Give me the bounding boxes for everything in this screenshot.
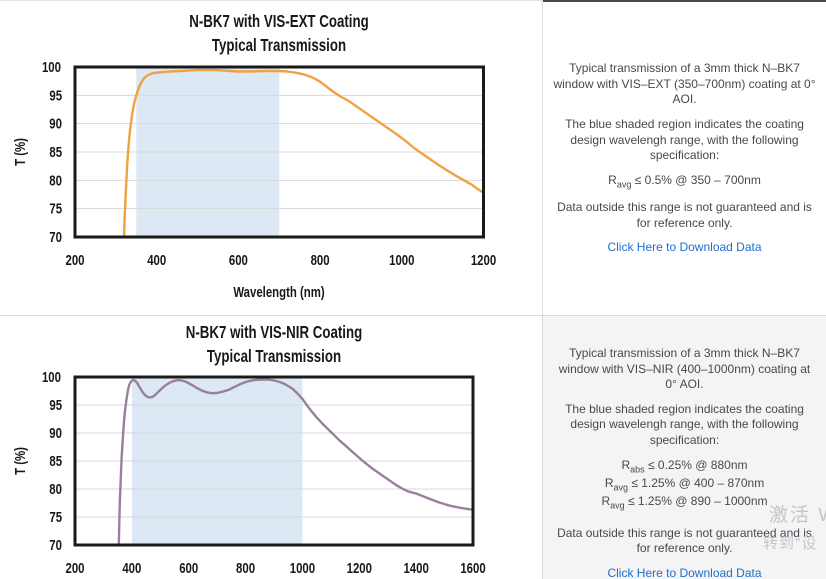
spec-base: R — [621, 457, 631, 472]
y-axis-label: T (%) — [11, 447, 28, 475]
svg-text:75: 75 — [49, 508, 62, 525]
spec-list: Rabs ≤ 0.25% @ 880nm Ravg ≤ 1.25% @ 400 … — [553, 458, 816, 512]
spec-base: R — [608, 172, 617, 187]
panel-shaded-note: The blue shaded region indicates the coa… — [565, 117, 804, 163]
svg-text:200: 200 — [65, 559, 84, 576]
svg-text:100: 100 — [42, 58, 61, 75]
svg-text:400: 400 — [147, 251, 166, 268]
gridlines — [75, 94, 484, 210]
svg-text:1200: 1200 — [347, 559, 372, 576]
download-data-link[interactable]: Click Here to Download Data — [607, 240, 762, 255]
svg-text:95: 95 — [49, 396, 62, 413]
chart-vis-nir: N-BK7 with VIS-NIR Coating Typical Trans… — [0, 316, 543, 579]
chart-subtitle: Typical Transmission — [212, 36, 346, 55]
y-tick-labels: 70 75 80 85 90 95 100 — [42, 58, 63, 245]
chart-title: N-BK7 with VIS-EXT Coating — [189, 12, 368, 31]
svg-text:1600: 1600 — [460, 559, 485, 576]
svg-text:T (%): T (%) — [11, 138, 28, 166]
plot-border — [73, 375, 475, 547]
panel-intro: Typical transmission of a 3mm thick N–BK… — [558, 346, 811, 392]
spec-line: Rabs ≤ 0.25% @ 880nm — [553, 458, 816, 476]
svg-text:85: 85 — [49, 452, 62, 469]
svg-text:600: 600 — [229, 251, 248, 268]
svg-text:1000: 1000 — [389, 251, 414, 268]
svg-text:800: 800 — [311, 251, 330, 268]
svg-text:90: 90 — [49, 424, 62, 441]
info-panel-vis-nir: Typical transmission of a 3mm thick N–BK… — [543, 316, 826, 579]
curve — [121, 68, 485, 239]
spec-value: ≤ 0.5% @ 350 – 700nm — [631, 172, 761, 187]
panel-shaded-note: The blue shaded region indicates the coa… — [565, 401, 804, 447]
panel-intro: Typical transmission of a 3mm thick N–BK… — [553, 61, 816, 107]
download-data-link[interactable]: Click Here to Download Data — [607, 565, 762, 579]
panel-outside-note: Data outside this range is not guarantee… — [557, 525, 812, 556]
svg-text:80: 80 — [49, 172, 62, 189]
vis-ext-transmission-chart: N-BK7 with VIS-EXT Coating Typical Trans… — [11, 12, 496, 300]
svg-text:70: 70 — [49, 536, 62, 553]
svg-text:200: 200 — [65, 251, 84, 268]
spec-subscript: avg — [610, 500, 625, 511]
chart-vis-ext: N-BK7 with VIS-EXT Coating Typical Trans… — [0, 0, 543, 315]
svg-text:80: 80 — [49, 480, 62, 497]
spec-subscript: avg — [616, 179, 632, 190]
chart-subtitle: Typical Transmission — [207, 347, 341, 366]
svg-text:1400: 1400 — [403, 559, 428, 576]
spec-list: Ravg ≤ 0.5% @ 350 – 700nm — [553, 173, 816, 191]
spec-base: R — [604, 475, 614, 490]
svg-text:T (%): T (%) — [11, 447, 28, 475]
y-tick-labels: 70 75 80 85 90 95 100 — [42, 368, 63, 553]
info-panel-vis-ext: Typical transmission of a 3mm thick N–BK… — [543, 0, 826, 315]
x-axis-label: Wavelength (nm) — [233, 283, 324, 300]
svg-text:75: 75 — [49, 200, 62, 217]
spec-value: ≤ 1.25% @ 400 – 870nm — [628, 475, 765, 490]
chart-title: N-BK7 with VIS-NIR Coating — [186, 323, 362, 342]
spec-line: Ravg ≤ 1.25% @ 400 – 870nm — [553, 476, 816, 494]
row-vis-ext: N-BK7 with VIS-EXT Coating Typical Trans… — [0, 0, 826, 316]
svg-text:70: 70 — [49, 228, 62, 245]
x-tick-labels: 200 400 600 800 1000 1200 1400 1600 — [65, 559, 485, 576]
plot-border — [73, 65, 485, 239]
svg-text:1000: 1000 — [290, 559, 315, 576]
svg-text:85: 85 — [49, 143, 62, 160]
gridlines — [75, 404, 473, 518]
svg-text:1200: 1200 — [471, 251, 496, 268]
svg-text:600: 600 — [179, 559, 198, 576]
spec-base: R — [601, 493, 611, 508]
svg-text:95: 95 — [49, 87, 62, 104]
curve — [116, 378, 475, 547]
svg-text:800: 800 — [236, 559, 255, 576]
spec-line: Ravg ≤ 0.5% @ 350 – 700nm — [553, 173, 816, 191]
spec-value: ≤ 0.25% @ 880nm — [644, 457, 748, 472]
panel-outside-note: Data outside this range is not guarantee… — [557, 199, 812, 230]
vis-nir-transmission-chart: N-BK7 with VIS-NIR Coating Typical Trans… — [11, 323, 485, 576]
svg-text:90: 90 — [49, 115, 62, 132]
spec-line: Ravg ≤ 1.25% @ 890 – 1000nm — [553, 494, 816, 512]
svg-text:100: 100 — [42, 368, 61, 385]
spec-subscript: avg — [613, 482, 628, 493]
svg-text:400: 400 — [122, 559, 141, 576]
spec-subscript: abs — [630, 463, 645, 474]
spec-value: ≤ 1.25% @ 890 – 1000nm — [624, 493, 768, 508]
y-axis-label: T (%) — [11, 138, 28, 166]
x-tick-labels: 200 400 600 800 1000 1200 — [65, 251, 496, 268]
row-vis-nir: N-BK7 with VIS-NIR Coating Typical Trans… — [0, 316, 826, 579]
